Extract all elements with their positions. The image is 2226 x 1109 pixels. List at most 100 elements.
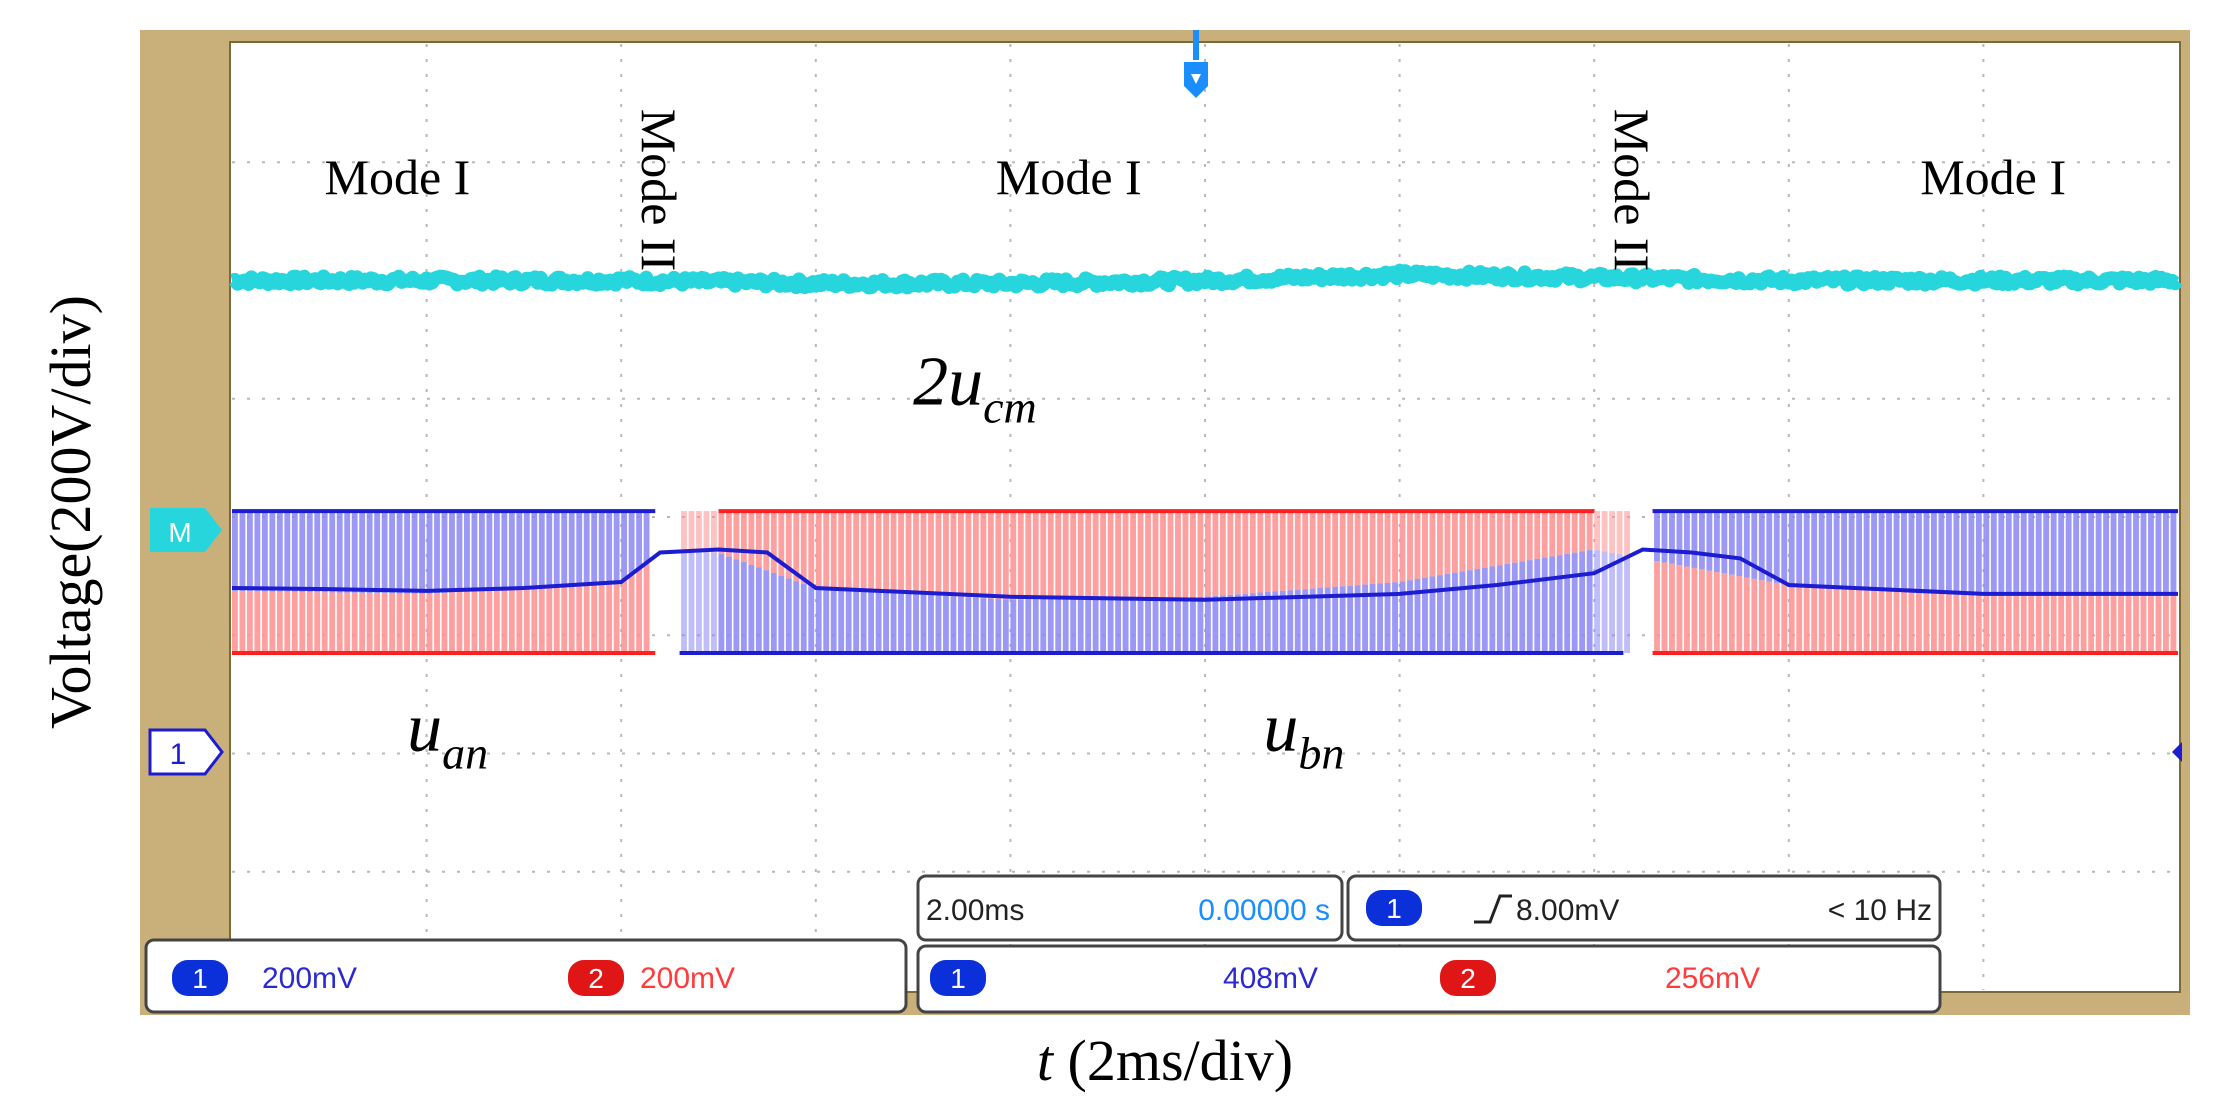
u-an-pwm-bar [823, 511, 830, 589]
u-an-pwm-bar [1983, 593, 1990, 653]
u-bn-pwm-bar [1661, 511, 1668, 563]
u-bn-pwm-bar [943, 595, 949, 653]
u-bn-pwm-bar [344, 511, 351, 593]
u-bn-pwm-bar [1399, 581, 1406, 653]
u-an-pwm-bar [928, 511, 934, 595]
mode-label: Mode I [996, 149, 1142, 205]
u-an-pwm-bar [1923, 591, 1930, 653]
u-bn-pwm-bar [1414, 578, 1421, 653]
u-an-pwm-bar [2080, 593, 2087, 653]
u-bn-pwm-bar [920, 594, 927, 653]
x-axis-label: t (2ms/div) [1037, 1028, 1293, 1093]
u-an-pwm-bar [1392, 511, 1398, 583]
u-bn-pwm-bar [508, 511, 515, 589]
series-label: ubn [1263, 690, 1344, 779]
u-an-pwm-bar [1309, 511, 1316, 589]
u-an-pwm-bar [1556, 511, 1563, 556]
u-an-pwm-bar [1796, 585, 1803, 653]
u-bn-pwm-bar [1002, 599, 1009, 653]
u-an-pwm-bar [344, 592, 351, 653]
u-an-pwm-bar [1279, 511, 1286, 591]
u-an-pwm-bar [291, 591, 298, 653]
u-an-pwm-bar [389, 593, 396, 653]
u-bn-pwm-bar [1234, 594, 1241, 653]
u-an-pwm-bar [1601, 511, 1608, 552]
mode-label: Mode I [1920, 149, 2066, 205]
u-an-pwm-bar [493, 589, 500, 653]
u-bn-pwm-bar [2050, 511, 2057, 594]
u-an-pwm-bar [1234, 511, 1241, 595]
u-an-pwm-bar [1017, 511, 1024, 600]
u-bn-pwm-bar [1122, 598, 1129, 653]
u-an-pwm-bar [1549, 511, 1556, 557]
u-an-pwm-bar [838, 511, 845, 590]
u-an-pwm-bar [464, 591, 470, 653]
u-bn-pwm-bar [2065, 511, 2072, 594]
math-reference-marker: M [150, 508, 222, 552]
u-an-pwm-bar [1594, 511, 1601, 551]
mode-label: Mode II [631, 109, 687, 271]
u-bn-pwm-bar [1684, 511, 1690, 567]
u-bn-pwm-bar [883, 592, 889, 653]
u-bn-pwm-bar [538, 511, 545, 587]
u-bn-pwm-bar [2103, 511, 2109, 594]
u-bn-pwm-bar [1594, 550, 1601, 653]
u-bn-pwm-bar [269, 511, 276, 592]
u-bn-pwm-bar [1766, 511, 1773, 582]
u-an-pwm-bar [1676, 565, 1683, 653]
u-bn-pwm-bar [1818, 511, 1825, 587]
u-bn-pwm-bar [636, 511, 643, 568]
u-an-pwm-bar [920, 511, 927, 595]
u-an-pwm-bar [1272, 511, 1279, 592]
u-bn-pwm-bar [419, 511, 425, 594]
u-an-pwm-bar [905, 511, 912, 594]
u-bn-pwm-bar [1055, 599, 1062, 653]
u-an-pwm-bar [883, 511, 889, 593]
u-an-pwm-bar [2148, 593, 2154, 653]
u-bn-pwm-bar [299, 511, 306, 592]
u-bn-pwm-bar [613, 511, 620, 583]
u-bn-pwm-bar [823, 588, 830, 653]
u-an-pwm-bar [1212, 511, 1219, 596]
u-bn-pwm-bar [621, 511, 628, 580]
u-bn-pwm-bar [1272, 591, 1279, 653]
u-bn-pwm-bar [434, 511, 440, 594]
u-bn-pwm-bar [1175, 597, 1181, 653]
u-an-pwm-bar [1781, 584, 1788, 653]
u-bn-pwm-bar [1923, 511, 1930, 592]
u-an-pwm-bar [246, 591, 253, 653]
u-bn-pwm-bar [1990, 511, 1997, 594]
u-bn-pwm-bar [711, 552, 717, 653]
u-an-pwm-bar [1332, 511, 1339, 587]
u-an-pwm-bar [1901, 590, 1907, 653]
u-bn-pwm-bar [284, 511, 291, 592]
u-an-pwm-bar [591, 583, 598, 653]
u-bn-pwm-bar [1429, 576, 1436, 653]
u-an-pwm-bar [546, 586, 553, 653]
u-an-pwm-bar [306, 592, 313, 653]
u-an-pwm-bar [359, 592, 366, 653]
u-bn-pwm-bar [1811, 511, 1818, 587]
ch2-scale-badge-text: 2 [588, 963, 604, 994]
u-bn-pwm-bar [1796, 511, 1803, 586]
u-bn-pwm-bar [785, 578, 792, 653]
u-bn-pwm-bar [815, 588, 822, 653]
mode-label: Mode II [1604, 109, 1660, 271]
u-an-pwm-bar [1466, 511, 1473, 571]
trigger-frequency-value: < 10 Hz [1828, 894, 1932, 927]
u-bn-pwm-bar [1227, 594, 1234, 653]
u-bn-pwm-bar [1706, 511, 1713, 571]
u-bn-pwm-bar [1115, 598, 1122, 653]
series-label-main: u [407, 690, 442, 767]
u-bn-pwm-bar [1833, 511, 1840, 588]
u-an-pwm-bar [950, 511, 957, 597]
u-an-pwm-bar [1908, 590, 1915, 653]
u-an-pwm-bar [1122, 511, 1129, 599]
u-bn-pwm-bar [1107, 598, 1114, 653]
u-bn-pwm-bar [1691, 511, 1698, 568]
u-an-pwm-bar [890, 511, 897, 593]
u-bn-pwm-bar [441, 511, 448, 593]
u-bn-pwm-bar [2088, 511, 2095, 594]
u-bn-pwm-bar [1945, 511, 1952, 593]
math-marker-label: M [168, 517, 191, 548]
